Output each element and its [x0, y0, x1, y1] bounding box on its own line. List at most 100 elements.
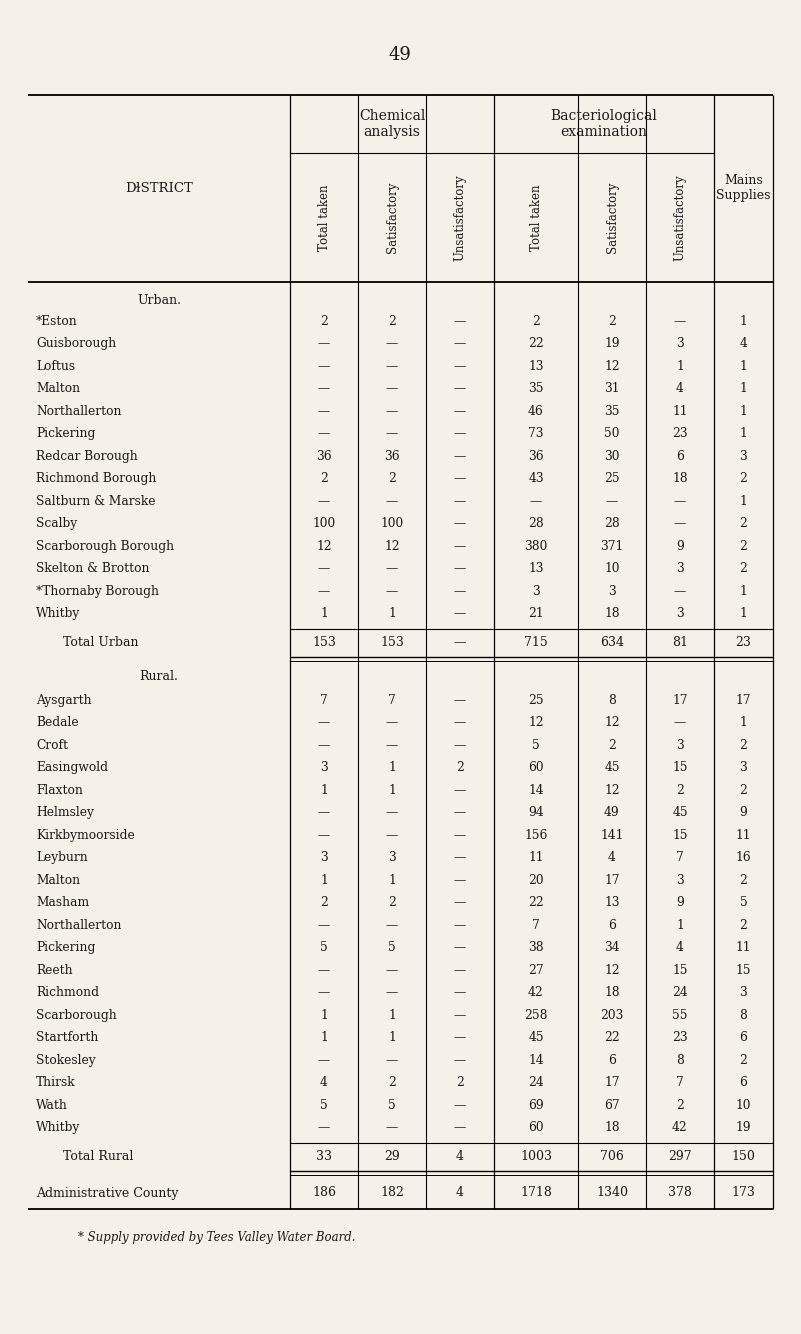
- Text: 12: 12: [604, 963, 620, 976]
- Text: 5: 5: [320, 942, 328, 954]
- Text: Total taken: Total taken: [317, 184, 331, 251]
- Text: * Supply provided by Tees Valley Water Board.: * Supply provided by Tees Valley Water B…: [78, 1230, 356, 1243]
- Text: Bacteriological
examination: Bacteriological examination: [550, 109, 658, 139]
- Text: —: —: [454, 472, 466, 486]
- Text: 36: 36: [316, 450, 332, 463]
- Text: 2: 2: [739, 919, 747, 931]
- Text: 2: 2: [676, 784, 684, 796]
- Text: Masham: Masham: [36, 896, 89, 910]
- Text: —: —: [318, 404, 330, 418]
- Text: 1: 1: [739, 584, 747, 598]
- Text: Leyburn: Leyburn: [36, 851, 88, 864]
- Text: Wath: Wath: [36, 1099, 68, 1111]
- Text: Unsatisfactory: Unsatisfactory: [674, 175, 686, 261]
- Text: 2: 2: [388, 896, 396, 910]
- Text: —: —: [674, 584, 686, 598]
- Text: 42: 42: [672, 1122, 688, 1134]
- Text: —: —: [454, 518, 466, 530]
- Text: 60: 60: [528, 762, 544, 774]
- Text: 1: 1: [388, 874, 396, 887]
- Text: 8: 8: [676, 1054, 684, 1067]
- Text: 1: 1: [676, 919, 684, 931]
- Text: 22: 22: [528, 896, 544, 910]
- Text: —: —: [318, 963, 330, 976]
- Text: 706: 706: [600, 1150, 624, 1163]
- Text: 100: 100: [312, 518, 336, 530]
- Text: Satisfactory: Satisfactory: [606, 181, 618, 253]
- Text: 36: 36: [384, 450, 400, 463]
- Text: 67: 67: [604, 1099, 620, 1111]
- Text: 28: 28: [604, 518, 620, 530]
- Text: 2: 2: [739, 874, 747, 887]
- Text: 13: 13: [528, 360, 544, 372]
- Text: —: —: [454, 584, 466, 598]
- Text: Pickering: Pickering: [36, 942, 95, 954]
- Text: Total taken: Total taken: [529, 184, 542, 251]
- Text: —: —: [318, 806, 330, 819]
- Text: 30: 30: [604, 450, 620, 463]
- Text: 12: 12: [528, 716, 544, 730]
- Text: 5: 5: [739, 896, 747, 910]
- Text: 33: 33: [316, 1150, 332, 1163]
- Text: —: —: [454, 427, 466, 440]
- Text: —: —: [606, 495, 618, 508]
- Text: Chemical
analysis: Chemical analysis: [359, 109, 425, 139]
- Text: 4: 4: [456, 1150, 464, 1163]
- Text: 378: 378: [668, 1186, 692, 1199]
- Text: 24: 24: [672, 986, 688, 999]
- Text: —: —: [318, 828, 330, 842]
- Text: —: —: [386, 739, 398, 752]
- Text: 1: 1: [739, 383, 747, 395]
- Text: —: —: [386, 427, 398, 440]
- Text: 1: 1: [388, 607, 396, 620]
- Text: 1: 1: [388, 762, 396, 774]
- Text: Guisborough: Guisborough: [36, 338, 116, 351]
- Text: Urban.: Urban.: [137, 295, 181, 308]
- Text: 7: 7: [532, 919, 540, 931]
- Text: 94: 94: [528, 806, 544, 819]
- Text: —: —: [386, 806, 398, 819]
- Text: 18: 18: [604, 607, 620, 620]
- Text: 258: 258: [524, 1009, 548, 1022]
- Text: 1718: 1718: [520, 1186, 552, 1199]
- Text: 10: 10: [604, 562, 620, 575]
- Text: 5: 5: [388, 942, 396, 954]
- Text: 27: 27: [528, 963, 544, 976]
- Text: —: —: [386, 963, 398, 976]
- Text: 7: 7: [388, 694, 396, 707]
- Text: 3: 3: [676, 739, 684, 752]
- Text: —: —: [318, 919, 330, 931]
- Text: 715: 715: [524, 636, 548, 650]
- Text: 1: 1: [739, 495, 747, 508]
- Text: Richmond Borough: Richmond Borough: [36, 472, 156, 486]
- Text: —: —: [318, 716, 330, 730]
- Text: 17: 17: [672, 694, 688, 707]
- Text: Malton: Malton: [36, 874, 80, 887]
- Text: —: —: [454, 963, 466, 976]
- Text: —: —: [454, 383, 466, 395]
- Text: 4: 4: [456, 1186, 464, 1199]
- Text: —: —: [386, 338, 398, 351]
- Text: 2: 2: [739, 784, 747, 796]
- Text: Bedale: Bedale: [36, 716, 78, 730]
- Text: 50: 50: [604, 427, 620, 440]
- Text: 13: 13: [604, 896, 620, 910]
- Text: 60: 60: [528, 1122, 544, 1134]
- Text: —: —: [674, 315, 686, 328]
- Text: 19: 19: [735, 1122, 751, 1134]
- Text: 2: 2: [739, 472, 747, 486]
- Text: —: —: [318, 383, 330, 395]
- Text: 3: 3: [676, 607, 684, 620]
- Text: 11: 11: [736, 942, 751, 954]
- Text: 18: 18: [604, 1122, 620, 1134]
- Text: 100: 100: [380, 518, 404, 530]
- Text: Mains
Supplies: Mains Supplies: [716, 175, 771, 203]
- Text: 1: 1: [739, 427, 747, 440]
- Text: Thirsk: Thirsk: [36, 1077, 75, 1090]
- Text: —: —: [386, 716, 398, 730]
- Text: 29: 29: [384, 1150, 400, 1163]
- Text: 186: 186: [312, 1186, 336, 1199]
- Text: 10: 10: [736, 1099, 751, 1111]
- Text: 1: 1: [320, 784, 328, 796]
- Text: 42: 42: [528, 986, 544, 999]
